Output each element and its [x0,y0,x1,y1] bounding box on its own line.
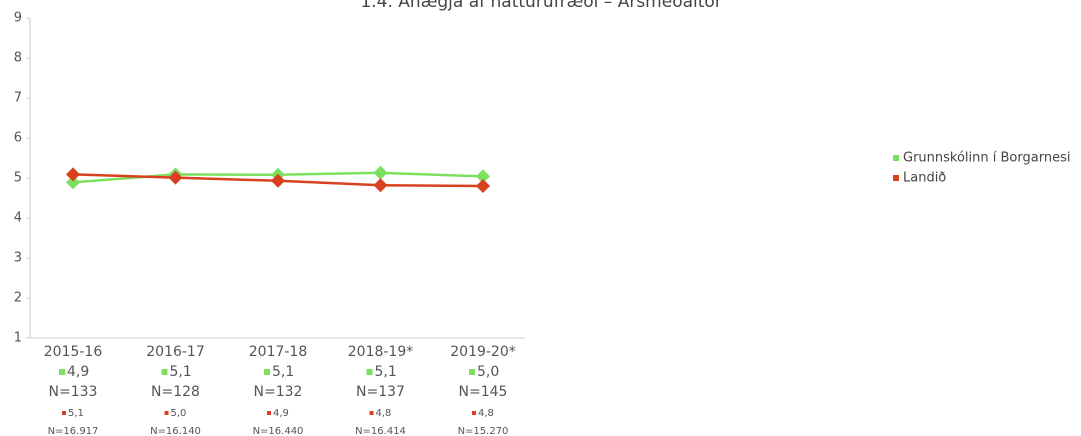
x-tick-label: 2017-18 [249,344,308,360]
y-tick-label: 2 [14,291,22,306]
data-label: 4,9 [273,408,289,419]
point-marker [476,169,490,184]
legend-swatch [469,369,475,375]
point-marker [271,173,285,188]
data-label: 5,1 [272,364,294,380]
count-label: N=16.917 [48,426,99,436]
count-label: N=137 [356,384,405,400]
point-marker [168,170,183,185]
point-marker [66,167,80,182]
y-tick-label: 6 [14,131,22,146]
legend-swatch [267,411,271,415]
x-tick-label: 2015-16 [44,344,103,360]
point-marker [373,165,388,180]
legend-swatch [264,369,270,375]
chart-title: 1.4. Ánægja af náttúrufræði – Ársmeðaltö… [360,0,719,12]
y-tick-label: 7 [14,91,22,106]
y-tick-label: 4 [14,211,22,226]
count-label: N=15.270 [458,426,509,436]
point-marker [476,179,490,193]
count-label: N=16.414 [355,426,406,436]
legend-swatch [59,369,65,375]
point-marker [373,178,388,193]
data-label: 5,0 [171,408,187,419]
legend-label: Grunnskólinn í Borgarnesi [903,151,1070,166]
count-label: N=132 [254,384,303,400]
data-label: 4,8 [376,408,392,419]
data-label: 5,1 [170,364,192,380]
data-label: 5,0 [477,364,499,380]
y-tick-label: 8 [14,51,22,66]
legend-swatch [893,175,899,181]
y-tick-label: 3 [14,251,22,266]
count-label: N=16.140 [150,426,201,436]
count-label: N=145 [459,384,508,400]
data-label: 4,8 [478,408,494,419]
x-tick-label: 2018-19* [348,344,414,360]
x-tick-label: 2016-17 [146,344,205,360]
x-tick-label: 2019-20* [450,344,516,360]
count-label: N=133 [49,384,98,400]
count-label: N=128 [151,384,200,400]
legend-swatch [472,411,476,415]
legend-swatch [366,369,373,375]
point-marker [66,175,80,190]
data-label: 4,9 [67,364,89,380]
legend-swatch [369,411,374,415]
legend-swatch [164,411,169,415]
data-label: 5,1 [375,364,397,380]
count-label: N=16.440 [253,426,304,436]
legend-swatch [161,369,168,375]
y-tick-label: 9 [14,11,22,26]
legend-swatch [893,155,899,161]
y-tick-label: 1 [14,331,22,346]
y-tick-label: 5 [14,171,22,186]
data-label: 5,1 [68,408,84,419]
legend-swatch [62,411,66,415]
legend-label: Landið [903,171,946,186]
